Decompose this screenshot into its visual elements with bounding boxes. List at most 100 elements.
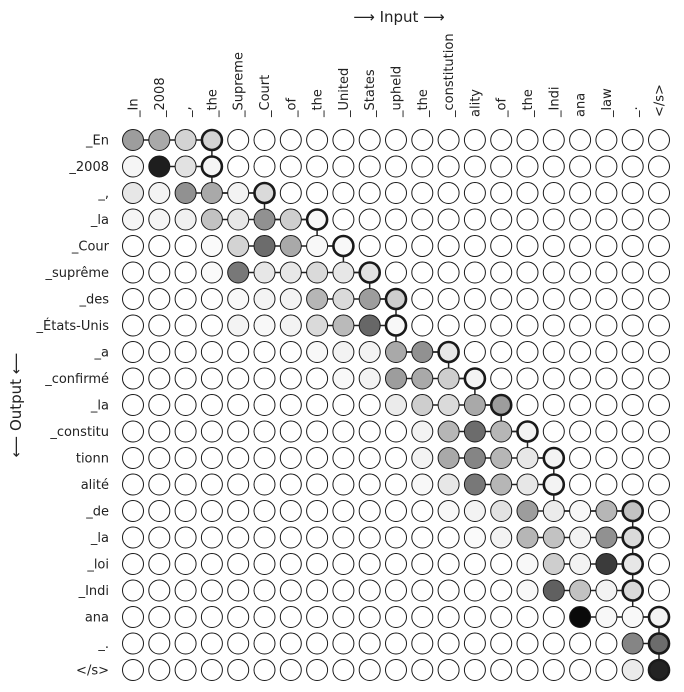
attention-cell <box>595 553 618 575</box>
attention-cell <box>253 526 276 549</box>
attention-cell <box>463 261 486 284</box>
attention-cell <box>227 208 250 231</box>
attention-cell <box>569 314 592 337</box>
attention-cell <box>253 367 276 390</box>
attention-cell <box>385 447 407 469</box>
attention-cell <box>411 447 434 469</box>
attention-cell <box>595 341 618 363</box>
attention-cell <box>437 208 460 231</box>
attention-cell <box>595 288 618 310</box>
attention-cell <box>122 659 144 681</box>
attention-cell <box>174 182 197 204</box>
attention-cell <box>122 367 144 390</box>
attention-cell <box>437 447 460 469</box>
attention-cell <box>569 394 592 416</box>
attention-cell <box>621 394 644 416</box>
attention-cell <box>358 526 381 549</box>
attention-cell <box>174 155 197 178</box>
attention-cell <box>279 394 302 416</box>
attention-cell <box>437 526 460 549</box>
y-tick-label: _Cour <box>71 240 110 255</box>
attention-cell <box>411 394 434 416</box>
attention-cell <box>200 447 223 469</box>
attention-cell <box>148 659 171 681</box>
attention-cell <box>306 341 329 363</box>
attention-cell <box>253 235 276 257</box>
attention-cell <box>490 155 513 178</box>
attention-cell <box>385 659 407 681</box>
attention-cell <box>148 606 171 628</box>
attention-cell <box>227 155 250 178</box>
attention-cell <box>358 182 381 204</box>
attention-cell <box>200 420 223 443</box>
attention-cell <box>174 367 197 390</box>
x-tick-labels: _In _2008 _, _the _Supreme _Court _of _the _Unit… <box>127 33 668 118</box>
attention-cell <box>174 473 197 496</box>
attention-cell <box>174 341 197 363</box>
attention-cell <box>200 261 223 284</box>
attention-cell <box>279 367 302 390</box>
attention-cell <box>227 606 250 628</box>
attention-cell <box>516 235 539 257</box>
x-tick-label: _the <box>311 89 326 118</box>
attention-cell <box>279 235 302 257</box>
attention-cell <box>332 447 355 469</box>
x-tick-label: _law <box>600 88 615 118</box>
attention-cell <box>569 420 592 443</box>
attention-cell <box>437 553 460 575</box>
attention-cell <box>463 314 486 337</box>
attention-cell <box>595 314 618 337</box>
x-tick-label: _of <box>284 98 299 118</box>
attention-cell <box>148 155 171 178</box>
attention-cell <box>490 208 513 231</box>
attention-cell <box>490 288 513 310</box>
attention-cell <box>516 606 539 628</box>
attention-cell <box>174 394 197 416</box>
attention-cell <box>648 500 670 522</box>
attention-cell <box>516 314 539 337</box>
attention-cell <box>490 314 513 337</box>
attention-cell <box>174 208 197 231</box>
attention-cell <box>332 208 355 231</box>
attention-cell <box>569 208 592 231</box>
attention-cell <box>306 606 329 628</box>
attention-cell <box>253 341 276 363</box>
attention-cell <box>253 261 276 284</box>
attention-cell <box>253 579 276 602</box>
attention-cell <box>516 182 539 204</box>
attention-cell <box>332 500 355 522</box>
attention-cell <box>227 314 250 337</box>
attention-cell <box>174 129 197 151</box>
y-tick-label: _suprême <box>45 266 109 281</box>
attention-cell <box>358 155 381 178</box>
attention-cell <box>279 447 302 469</box>
attention-cell <box>306 155 329 178</box>
attention-cell <box>332 341 355 363</box>
attention-cell <box>332 526 355 549</box>
attention-cell <box>332 367 355 390</box>
attention-cell <box>227 473 250 496</box>
attention-cell <box>569 367 592 390</box>
aligned-cell <box>542 473 566 496</box>
attention-cell <box>200 394 223 416</box>
attention-cell <box>621 155 644 178</box>
attention-cell <box>437 420 460 443</box>
attention-cell <box>411 553 434 575</box>
x-tick-label: ana <box>574 93 589 117</box>
attention-cell <box>490 500 513 522</box>
attention-cell <box>437 579 460 602</box>
attention-cell <box>542 288 565 310</box>
attention-cell <box>490 579 513 602</box>
attention-cell <box>122 235 144 257</box>
attention-cell <box>148 553 171 575</box>
attention-cell <box>516 632 539 655</box>
attention-cell <box>516 659 539 681</box>
attention-cell <box>306 394 329 416</box>
y-axis-title: ⟵ Output ⟵ <box>7 353 25 458</box>
attention-cell <box>174 420 197 443</box>
attention-cell <box>385 235 407 257</box>
attention-cell <box>148 526 171 549</box>
attention-cell <box>621 632 644 655</box>
attention-cell <box>463 288 486 310</box>
y-tick-label: _de <box>85 505 109 520</box>
